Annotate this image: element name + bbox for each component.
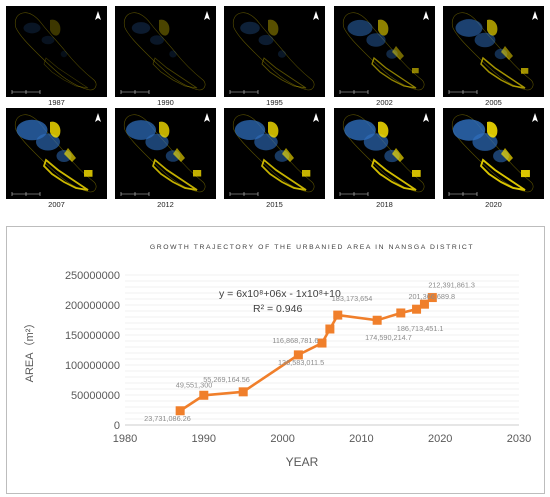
land-use-map-image (6, 6, 107, 97)
north-arrow-icon (204, 113, 210, 123)
y-axis-title: AREA（m²） (23, 318, 36, 383)
map-year-label: 2018 (376, 200, 393, 209)
map-year-label: 2015 (266, 200, 283, 209)
land-use-map-image (224, 108, 325, 199)
data-label: 23,731,086.26 (144, 414, 191, 423)
data-point-marker (396, 308, 406, 318)
data-point-marker (412, 304, 422, 314)
map-panel-1987: 1987 (6, 6, 107, 107)
map-panel-grid: 1987 1990 1995 2002 2005 2007 2012 2015 2018 2020 (0, 0, 550, 215)
land-use-map-image (115, 108, 216, 199)
land-use-map-image (224, 6, 325, 97)
y-tick-label: 50000000 (71, 390, 120, 402)
map-year-label: 1987 (48, 98, 65, 107)
map-year-label: 1995 (266, 98, 283, 107)
series-line (179, 296, 434, 412)
map-panel-2018: 2018 (334, 108, 435, 209)
land-use-map-image (6, 108, 107, 199)
north-arrow-icon (95, 113, 101, 123)
data-label: 186,713,451.1 (397, 324, 444, 333)
north-arrow-icon (423, 11, 429, 21)
map-panel-2012: 2012 (115, 108, 216, 209)
y-tick-label: 150000000 (65, 330, 120, 342)
x-axis-title: YEAR (286, 455, 319, 469)
data-label: 212,391,861.3 (428, 281, 475, 290)
map-panel-2020: 2020 (443, 108, 544, 209)
y-tick-label: 100000000 (65, 360, 120, 372)
map-panel-2015: 2015 (224, 108, 325, 209)
data-point-marker (427, 293, 437, 303)
data-label: 55,269,164.56 (203, 375, 250, 384)
map-year-label: 1990 (157, 98, 174, 107)
chart-title: GROWTH TRAJECTORY OF THE URBANIED AREA I… (150, 244, 474, 251)
y-tick-label: 250000000 (65, 270, 120, 282)
data-label: 136,583,011.5 (278, 358, 324, 367)
x-tick-label: 2030 (507, 433, 531, 445)
land-use-map-image (334, 6, 435, 97)
r-squared-label: R² = 0.946 (253, 303, 302, 315)
x-tick-label: 1990 (192, 433, 216, 445)
north-arrow-icon (532, 113, 538, 123)
map-panel-2005: 2005 (443, 6, 544, 107)
data-point-marker (199, 390, 209, 400)
data-label: 201,366,689.8 (408, 292, 455, 301)
x-tick-label: 2020 (428, 433, 452, 445)
north-arrow-icon (313, 113, 319, 123)
north-arrow-icon (532, 11, 538, 21)
growth-chart: GROWTH TRAJECTORY OF THE URBANIED AREA I… (23, 244, 531, 469)
chart-frame: GROWTH TRAJECTORY OF THE URBANIED AREA I… (6, 226, 545, 494)
map-panel-2007: 2007 (6, 108, 107, 209)
data-label: 116,868,781.6 (272, 336, 318, 345)
trendline-equation: y = 6x10⁸+06x - 1x10⁸+10 (219, 288, 341, 300)
data-point-marker (372, 315, 382, 325)
data-label: 174,590,214.7 (365, 333, 412, 342)
data-point-marker (325, 324, 335, 334)
y-tick-label: 200000000 (65, 300, 120, 312)
data-point-marker (238, 387, 248, 397)
north-arrow-icon (313, 11, 319, 21)
data-label: 183,173,654 (332, 294, 373, 303)
data-point-marker (333, 310, 343, 320)
map-panel-1995: 1995 (224, 6, 325, 107)
map-panel-2002: 2002 (334, 6, 435, 107)
land-use-map-image (334, 108, 435, 199)
data-point-marker (293, 350, 303, 360)
x-tick-label: 2000 (270, 433, 294, 445)
data-label: 49,551,300 (176, 380, 213, 389)
north-arrow-icon (204, 11, 210, 21)
map-year-label: 2007 (48, 200, 65, 209)
north-arrow-icon (423, 113, 429, 123)
north-arrow-icon (95, 11, 101, 21)
land-use-map-image (443, 6, 544, 97)
y-tick-label: 0 (114, 420, 120, 432)
x-tick-label: 1980 (113, 433, 137, 445)
land-use-map-image (443, 108, 544, 199)
data-point-marker (419, 299, 429, 309)
data-point-marker (317, 338, 327, 348)
data-point-marker (175, 406, 185, 416)
map-year-label: 2002 (376, 98, 393, 107)
map-panel-1990: 1990 (115, 6, 216, 107)
map-year-label: 2012 (157, 200, 174, 209)
map-year-label: 2020 (485, 200, 502, 209)
land-use-map-image (115, 6, 216, 97)
map-year-label: 2005 (485, 98, 502, 107)
x-tick-label: 2010 (349, 433, 373, 445)
